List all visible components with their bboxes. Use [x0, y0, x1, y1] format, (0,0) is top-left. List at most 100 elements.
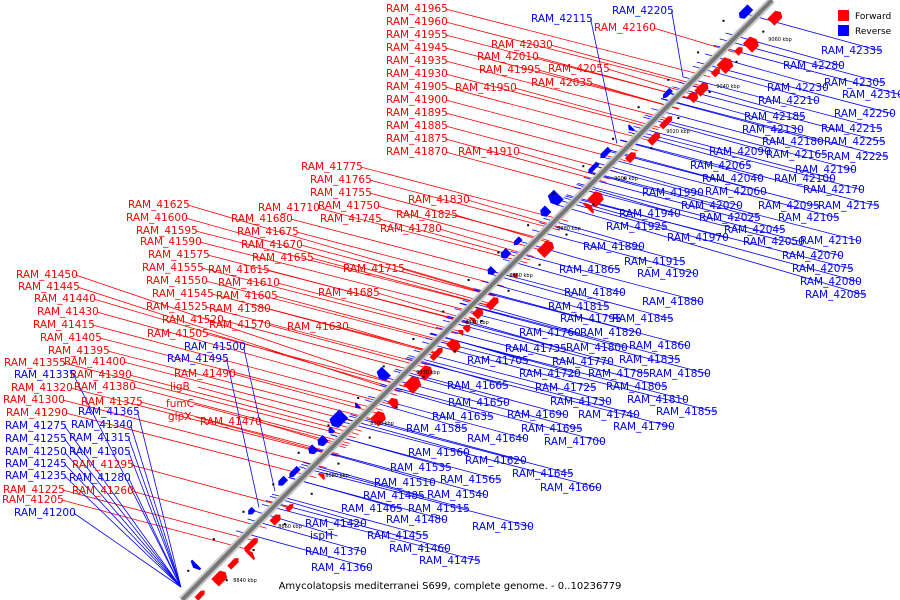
- gene-label-ram-41470[interactable]: RAM_41470: [200, 416, 262, 428]
- gene-label-ram-41560[interactable]: RAM_41560: [408, 447, 470, 459]
- gene-label-ram-41670[interactable]: RAM_41670: [241, 239, 303, 251]
- gene-label-ram-41685[interactable]: RAM_41685: [318, 287, 380, 299]
- gene-label-ram-41235[interactable]: RAM_41235: [5, 470, 67, 482]
- gene-label-ram-41690[interactable]: RAM_41690: [507, 409, 569, 421]
- gene-label-ram-41280[interactable]: RAM_41280: [69, 472, 131, 484]
- gene-label-ram-41710[interactable]: RAM_41710: [258, 202, 320, 214]
- gene-label-ram-42090[interactable]: RAM_42090: [709, 146, 771, 158]
- gene-label-ram-41870[interactable]: RAM_41870: [386, 146, 448, 158]
- gene-label-ram-42030[interactable]: RAM_42030: [491, 39, 553, 51]
- gene-label-ram-41255[interactable]: RAM_41255: [5, 433, 67, 445]
- gene-label-ram-42115[interactable]: RAM_42115: [531, 13, 593, 25]
- gene-label-ram-41605[interactable]: RAM_41605: [216, 290, 278, 302]
- gene-label-ram-42070[interactable]: RAM_42070: [782, 250, 844, 262]
- gene-label-ram-42100[interactable]: RAM_42100: [774, 173, 836, 185]
- gene-label-ram-41275[interactable]: RAM_41275: [5, 420, 67, 432]
- gene-label-ram-41630[interactable]: RAM_41630: [287, 321, 349, 333]
- gene-label-ram-41570[interactable]: RAM_41570: [209, 319, 271, 331]
- gene-label-ram-41380[interactable]: RAM_41380: [74, 381, 136, 393]
- gene-label-ram-41820[interactable]: RAM_41820: [580, 327, 642, 339]
- gene-label-ram-41720[interactable]: RAM_41720: [519, 368, 581, 380]
- gene-label-ram-42210[interactable]: RAM_42210: [758, 95, 820, 107]
- gene-label-ram-41315[interactable]: RAM_41315: [69, 432, 131, 444]
- gene-label-ram-41530[interactable]: RAM_41530: [472, 521, 534, 533]
- gene-label-ram-41910[interactable]: RAM_41910: [458, 146, 520, 158]
- gene-label-ram-41745[interactable]: RAM_41745: [320, 213, 382, 225]
- gene-label-ram-41200[interactable]: RAM_41200: [14, 507, 76, 519]
- gene-label-ram-41390[interactable]: RAM_41390: [70, 369, 132, 381]
- gene-labels[interactable]: RAM_41965RAM_41960RAM_41955RAM_41945RAM_…: [2, 3, 900, 574]
- gene-label-ram-41895[interactable]: RAM_41895: [386, 107, 448, 119]
- gene-label-ram-41770[interactable]: RAM_41770: [552, 356, 614, 368]
- gene-label-ram-41815[interactable]: RAM_41815: [548, 301, 610, 313]
- gene-label-ram-42020[interactable]: RAM_42020: [681, 200, 743, 212]
- gene-label-ligb[interactable]: ligB: [170, 381, 190, 393]
- gene-label-ram-41835[interactable]: RAM_41835: [619, 354, 681, 366]
- gene-label-ram-41945[interactable]: RAM_41945: [386, 42, 448, 54]
- gene-label-ram-41625[interactable]: RAM_41625: [128, 199, 190, 211]
- gene-label-ram-41845[interactable]: RAM_41845: [612, 313, 674, 325]
- gene-label-ram-42035[interactable]: RAM_42035: [531, 77, 593, 89]
- gene-label-ram-42045[interactable]: RAM_42045: [724, 224, 786, 236]
- gene-label-ram-41305[interactable]: RAM_41305: [69, 446, 131, 458]
- gene-label-ram-42170[interactable]: RAM_42170: [803, 184, 865, 196]
- gene-label-ram-41695[interactable]: RAM_41695: [521, 423, 583, 435]
- gene-label-ram-41440[interactable]: RAM_41440: [34, 293, 96, 305]
- gene-label-ram-41525[interactable]: RAM_41525: [146, 301, 208, 313]
- gene-label-ram-41430[interactable]: RAM_41430: [37, 306, 99, 318]
- gene-label-ram-42280[interactable]: RAM_42280: [783, 60, 845, 72]
- gene-label-ram-41565[interactable]: RAM_41565: [440, 474, 502, 486]
- gene-label-ram-41540[interactable]: RAM_41540: [427, 489, 489, 501]
- gene-label-ram-41580[interactable]: RAM_41580: [209, 303, 271, 315]
- gene-label-ram-42110[interactable]: RAM_42110: [800, 235, 862, 247]
- gene-label-ram-41960[interactable]: RAM_41960: [386, 16, 448, 28]
- gene-label-ram-41295[interactable]: RAM_41295: [72, 459, 134, 471]
- gene-label-ram-41500[interactable]: RAM_41500: [184, 341, 246, 353]
- gene-label-ram-41765[interactable]: RAM_41765: [310, 174, 372, 186]
- gene-label-ram-42055[interactable]: RAM_42055: [548, 63, 610, 75]
- gene-label-ram-41600[interactable]: RAM_41600: [126, 212, 188, 224]
- gene-label-ram-41995[interactable]: RAM_41995: [479, 64, 541, 76]
- gene-label-ram-41555[interactable]: RAM_41555: [142, 262, 204, 274]
- gene-label-ram-42255[interactable]: RAM_42255: [824, 136, 886, 148]
- gene-label-ram-41245[interactable]: RAM_41245: [5, 458, 67, 470]
- gene-label-ram-42305[interactable]: RAM_42305: [824, 77, 886, 89]
- gene-label-ram-42250[interactable]: RAM_42250: [834, 108, 896, 120]
- gene-label-ram-41830[interactable]: RAM_41830: [408, 194, 470, 206]
- gene-label-ram-41475[interactable]: RAM_41475: [419, 555, 481, 567]
- gene-label-ram-41620[interactable]: RAM_41620: [465, 455, 527, 467]
- gene-label-glpx[interactable]: glpX: [168, 411, 191, 423]
- gene-label-ram-41610[interactable]: RAM_41610: [218, 277, 280, 289]
- gene-label-ram-42085[interactable]: RAM_42085: [805, 289, 867, 301]
- gene-label-ram-41885[interactable]: RAM_41885: [386, 120, 448, 132]
- gene-label-ram-41585[interactable]: RAM_41585: [406, 423, 468, 435]
- gene-label-ram-41840[interactable]: RAM_41840: [564, 287, 626, 299]
- gene-label-ram-41890[interactable]: RAM_41890: [583, 241, 645, 253]
- gene-label-ram-41650[interactable]: RAM_41650: [448, 397, 510, 409]
- gene-label-ram-41490[interactable]: RAM_41490: [174, 368, 236, 380]
- gene-label-ram-41855[interactable]: RAM_41855: [656, 406, 718, 418]
- gene-label-ram-41755[interactable]: RAM_41755: [310, 187, 372, 199]
- gene-label-ram-41700[interactable]: RAM_41700: [544, 436, 606, 448]
- gene-label-ram-41785[interactable]: RAM_41785: [588, 368, 650, 380]
- gene-label-ram-42080[interactable]: RAM_42080: [800, 276, 862, 288]
- gene-label-ram-41300[interactable]: RAM_41300: [3, 394, 65, 406]
- gene-label-ram-41205[interactable]: RAM_41205: [2, 494, 64, 506]
- gene-label-ram-41725[interactable]: RAM_41725: [535, 382, 597, 394]
- gene-label-ram-42010[interactable]: RAM_42010: [477, 51, 539, 63]
- gene-label-ram-42105[interactable]: RAM_42105: [778, 212, 840, 224]
- gene-label-ram-41535[interactable]: RAM_41535: [390, 462, 452, 474]
- gene-label-ram-41705[interactable]: RAM_41705: [467, 355, 529, 367]
- gene-label-ram-41405[interactable]: RAM_41405: [40, 332, 102, 344]
- gene-label-ram-41480[interactable]: RAM_41480: [386, 514, 448, 526]
- gene-label-ram-42040[interactable]: RAM_42040: [702, 173, 764, 185]
- gene-label-ram-41860[interactable]: RAM_41860: [629, 340, 691, 352]
- gene-label-ram-42160[interactable]: RAM_42160: [594, 22, 656, 34]
- gene-label-ram-41990[interactable]: RAM_41990: [642, 187, 704, 199]
- gene-label-ram-41935[interactable]: RAM_41935: [386, 55, 448, 67]
- gene-label-ram-42310[interactable]: RAM_42310: [842, 89, 900, 101]
- gene-label-ram-41360[interactable]: RAM_41360: [311, 562, 373, 574]
- gene-label-ram-42180[interactable]: RAM_42180: [762, 136, 824, 148]
- gene-label-ram-41810[interactable]: RAM_41810: [627, 394, 689, 406]
- gene-label-ram-41340[interactable]: RAM_41340: [71, 419, 133, 431]
